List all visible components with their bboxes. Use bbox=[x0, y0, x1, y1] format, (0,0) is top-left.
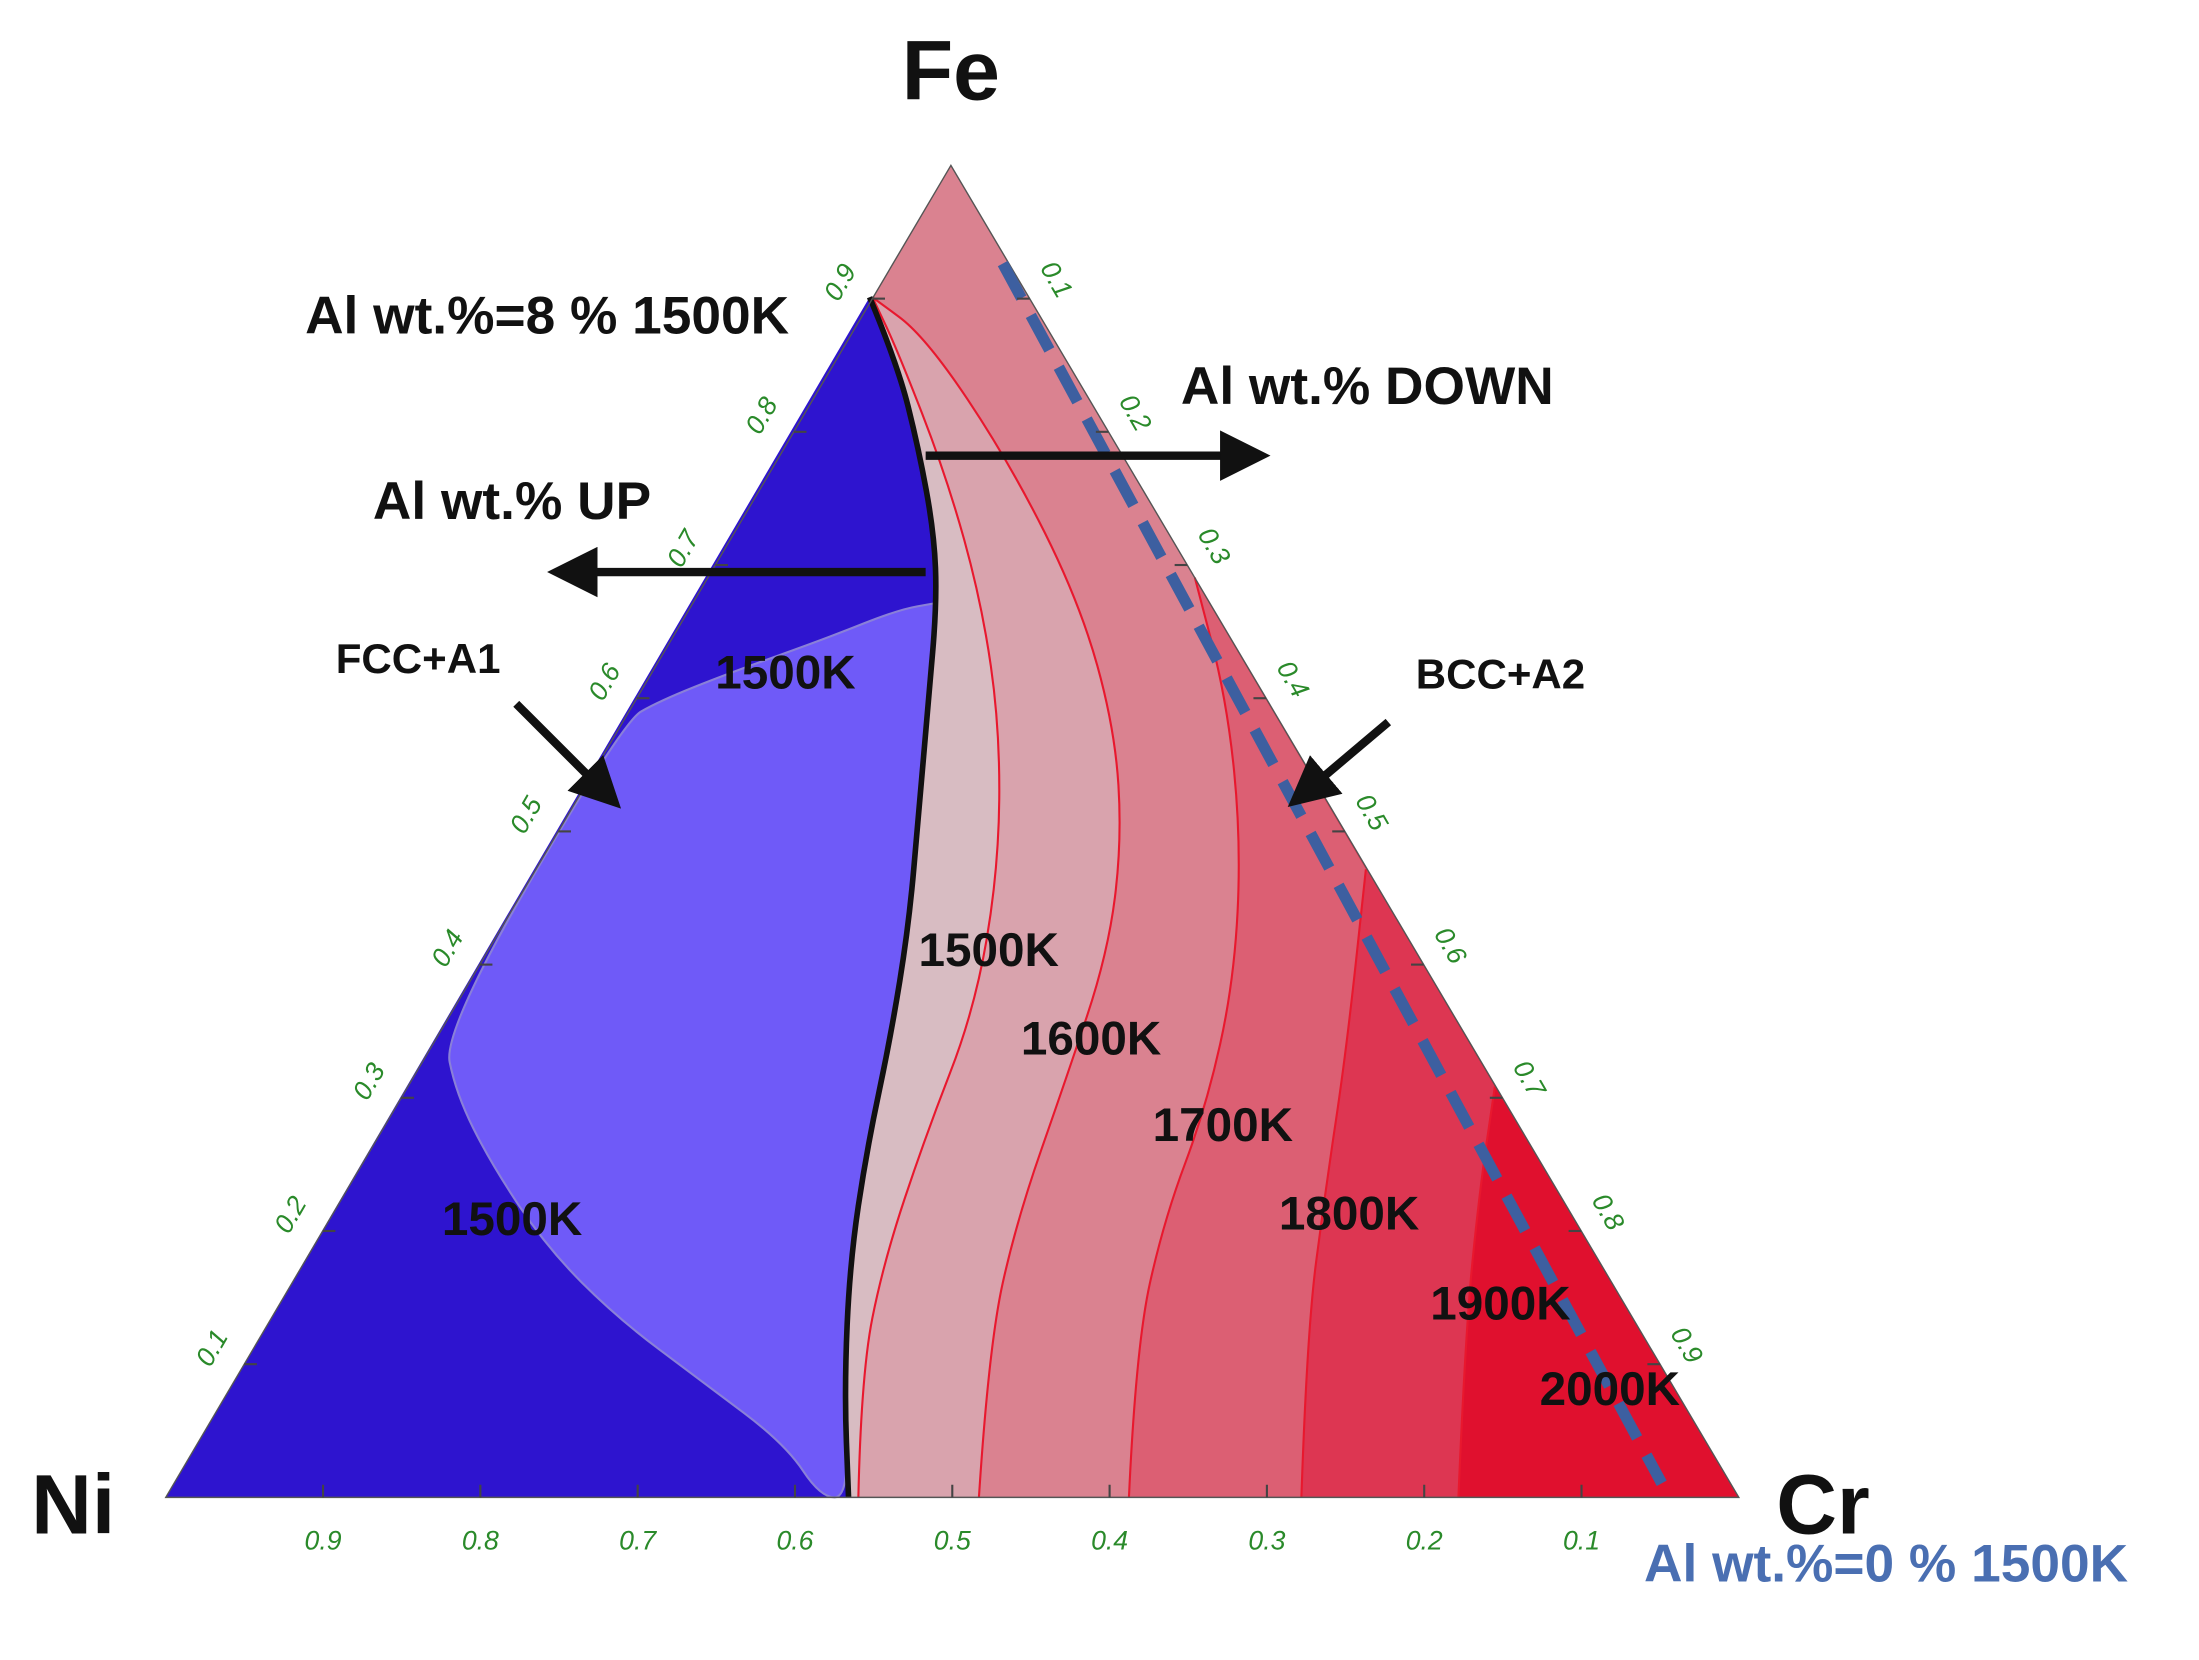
region-label: 1600K bbox=[1021, 1012, 1161, 1065]
isotherm bbox=[1457, 1086, 1496, 1498]
tick-label: 0.8 bbox=[462, 1525, 499, 1555]
apex-label: Ni bbox=[31, 1458, 115, 1552]
region-label: 2000K bbox=[1540, 1363, 1680, 1416]
arrow bbox=[513, 700, 622, 809]
tick-label: 0.8 bbox=[739, 392, 784, 439]
tick-label: 0.2 bbox=[1113, 389, 1158, 436]
tick-label: 0.1 bbox=[1563, 1525, 1600, 1555]
tick-label: 0.7 bbox=[1507, 1055, 1552, 1103]
phase-regions bbox=[164, 164, 1741, 1499]
isotherm bbox=[1127, 577, 1240, 1498]
tick-label: 0.9 bbox=[1665, 1321, 1710, 1368]
annotation: Al wt.%=8 % 1500K bbox=[305, 287, 789, 346]
tick-label: 0.2 bbox=[268, 1191, 313, 1238]
tick-label: 0.8 bbox=[1586, 1188, 1631, 1235]
tick-label: 0.3 bbox=[1248, 1525, 1285, 1555]
isotherm bbox=[871, 296, 1121, 1498]
region-label: 1500K bbox=[919, 924, 1059, 977]
annotation: FCC+A1 bbox=[336, 635, 501, 682]
tick-label: 0.2 bbox=[1406, 1525, 1443, 1555]
tick-label: 0.6 bbox=[1428, 922, 1473, 969]
region-label: 1700K bbox=[1153, 1099, 1293, 1152]
tick-label: 0.3 bbox=[1192, 522, 1237, 569]
annotation: Al wt.% UP bbox=[373, 472, 651, 531]
isotherm bbox=[857, 296, 1001, 1498]
region-label: 1900K bbox=[1430, 1277, 1570, 1330]
tick-label: 0.1 bbox=[1034, 256, 1078, 303]
arrow bbox=[1287, 718, 1392, 808]
tick-label: 0.7 bbox=[619, 1525, 657, 1555]
annotation: BCC+A2 bbox=[1416, 650, 1585, 697]
region-label: 1500K bbox=[715, 646, 855, 699]
tick-label: 0.9 bbox=[305, 1525, 342, 1555]
tick-label: 0.6 bbox=[776, 1525, 813, 1555]
apex-label: Cr bbox=[1776, 1458, 1869, 1552]
tick-label: 0.9 bbox=[818, 259, 863, 306]
tick-label: 0.7 bbox=[661, 524, 706, 572]
tick-label: 0.5 bbox=[504, 791, 549, 838]
tick-label: 0.3 bbox=[346, 1058, 391, 1105]
annotation: Al wt.%=0 % 1500K bbox=[1644, 1535, 2128, 1594]
tick-label: 0.4 bbox=[1271, 655, 1315, 702]
al-zero-line bbox=[997, 260, 1667, 1487]
labels: Fe Ni Cr Al wt.%=8 % 1500K Al wt.% DOWN Al wt… bbox=[31, 23, 2128, 1593]
tick-label: 0.6 bbox=[582, 658, 627, 705]
tick-label: 0.1 bbox=[189, 1324, 233, 1371]
region-label: 1800K bbox=[1279, 1188, 1419, 1241]
tick-label: 0.4 bbox=[1091, 1525, 1128, 1555]
isotherm bbox=[1300, 869, 1367, 1498]
tick-label: 0.4 bbox=[425, 925, 469, 972]
tick-label: 0.5 bbox=[934, 1525, 971, 1555]
annotation: Al wt.% DOWN bbox=[1181, 357, 1554, 416]
apex-label: Fe bbox=[902, 23, 1000, 117]
region-label: 1500K bbox=[442, 1193, 582, 1246]
tick-label: 0.5 bbox=[1350, 789, 1395, 836]
phase-boundary bbox=[842, 296, 939, 1498]
